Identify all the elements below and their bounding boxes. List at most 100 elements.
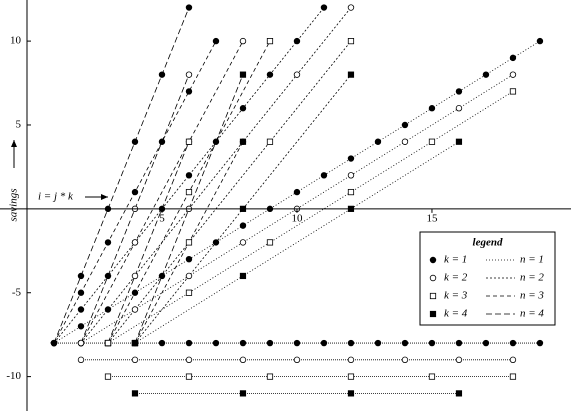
marker	[104, 272, 112, 280]
marker	[266, 373, 274, 380]
marker	[509, 54, 517, 62]
marker	[455, 356, 463, 364]
marker	[185, 373, 193, 380]
marker	[374, 339, 382, 347]
marker	[239, 339, 247, 347]
marker	[293, 188, 301, 196]
marker	[401, 138, 409, 145]
legend-label: n = 2	[520, 272, 544, 284]
legend-label: n = 3	[520, 290, 544, 302]
marker	[509, 339, 517, 347]
x-tick-label: 5	[159, 212, 165, 224]
marker	[455, 88, 463, 95]
marker	[239, 105, 247, 112]
marker	[266, 138, 274, 145]
x-tick-label: 10	[291, 212, 303, 224]
marker	[185, 4, 193, 11]
marker	[185, 239, 193, 246]
annotation-arrowhead	[101, 194, 108, 200]
legend-box	[419, 231, 556, 326]
series-line	[107, 40, 352, 344]
marker	[239, 37, 247, 45]
marker	[401, 356, 409, 364]
marker	[158, 272, 166, 280]
y-tick-label: -5	[12, 286, 22, 298]
marker	[455, 390, 463, 397]
marker	[482, 71, 490, 78]
marker	[347, 155, 355, 162]
marker	[266, 38, 274, 45]
marker	[429, 292, 437, 300]
marker	[320, 339, 328, 347]
marker	[347, 188, 355, 196]
marker	[428, 339, 436, 347]
marker	[104, 373, 112, 380]
marker	[104, 339, 112, 347]
marker	[212, 37, 220, 45]
marker	[320, 4, 328, 11]
legend-title: legend	[473, 237, 503, 249]
marker	[185, 88, 193, 95]
marker	[185, 188, 193, 196]
marker	[429, 256, 437, 264]
legend-label: k = 2	[444, 272, 468, 284]
marker	[185, 138, 193, 145]
marker	[131, 272, 139, 280]
marker	[509, 88, 517, 95]
series-line	[80, 40, 244, 344]
marker	[374, 138, 382, 145]
marker	[266, 239, 274, 246]
marker	[347, 4, 355, 11]
marker	[347, 172, 355, 179]
marker	[401, 339, 409, 347]
marker	[536, 339, 544, 347]
marker	[266, 71, 274, 78]
marker	[428, 105, 436, 112]
marker	[347, 71, 355, 78]
marker	[185, 272, 193, 280]
legend-label: k = 4	[444, 308, 468, 320]
x-tick-label: 15	[426, 212, 438, 224]
marker	[77, 323, 85, 330]
marker	[266, 339, 274, 347]
marker	[239, 222, 247, 229]
marker	[239, 239, 247, 246]
y-tick-label: 10	[10, 35, 22, 47]
marker	[536, 37, 544, 45]
y-label-arrowhead	[11, 140, 17, 147]
marker	[509, 356, 517, 364]
marker	[185, 339, 193, 347]
series-line	[107, 141, 190, 344]
marker	[347, 373, 355, 380]
marker	[401, 121, 409, 129]
marker	[239, 272, 247, 280]
marker	[131, 356, 139, 364]
marker	[212, 239, 220, 246]
marker	[320, 172, 328, 179]
marker	[347, 390, 355, 397]
series-line	[53, 7, 190, 344]
marker	[212, 138, 220, 145]
marker	[347, 356, 355, 364]
marker	[77, 306, 85, 313]
marker	[293, 356, 301, 364]
marker	[77, 339, 85, 347]
marker	[131, 239, 139, 246]
marker	[158, 339, 166, 347]
marker	[482, 339, 490, 347]
y-tick-label: -10	[6, 370, 21, 382]
marker	[50, 339, 58, 347]
marker	[158, 138, 166, 145]
marker	[428, 373, 436, 380]
marker	[185, 71, 193, 78]
marker	[131, 306, 139, 313]
marker	[77, 272, 85, 280]
marker	[455, 138, 463, 145]
marker	[509, 373, 517, 380]
marker	[347, 339, 355, 347]
marker	[185, 289, 193, 296]
marker	[239, 356, 247, 364]
marker	[185, 172, 193, 179]
legend-label: k = 3	[444, 290, 468, 302]
